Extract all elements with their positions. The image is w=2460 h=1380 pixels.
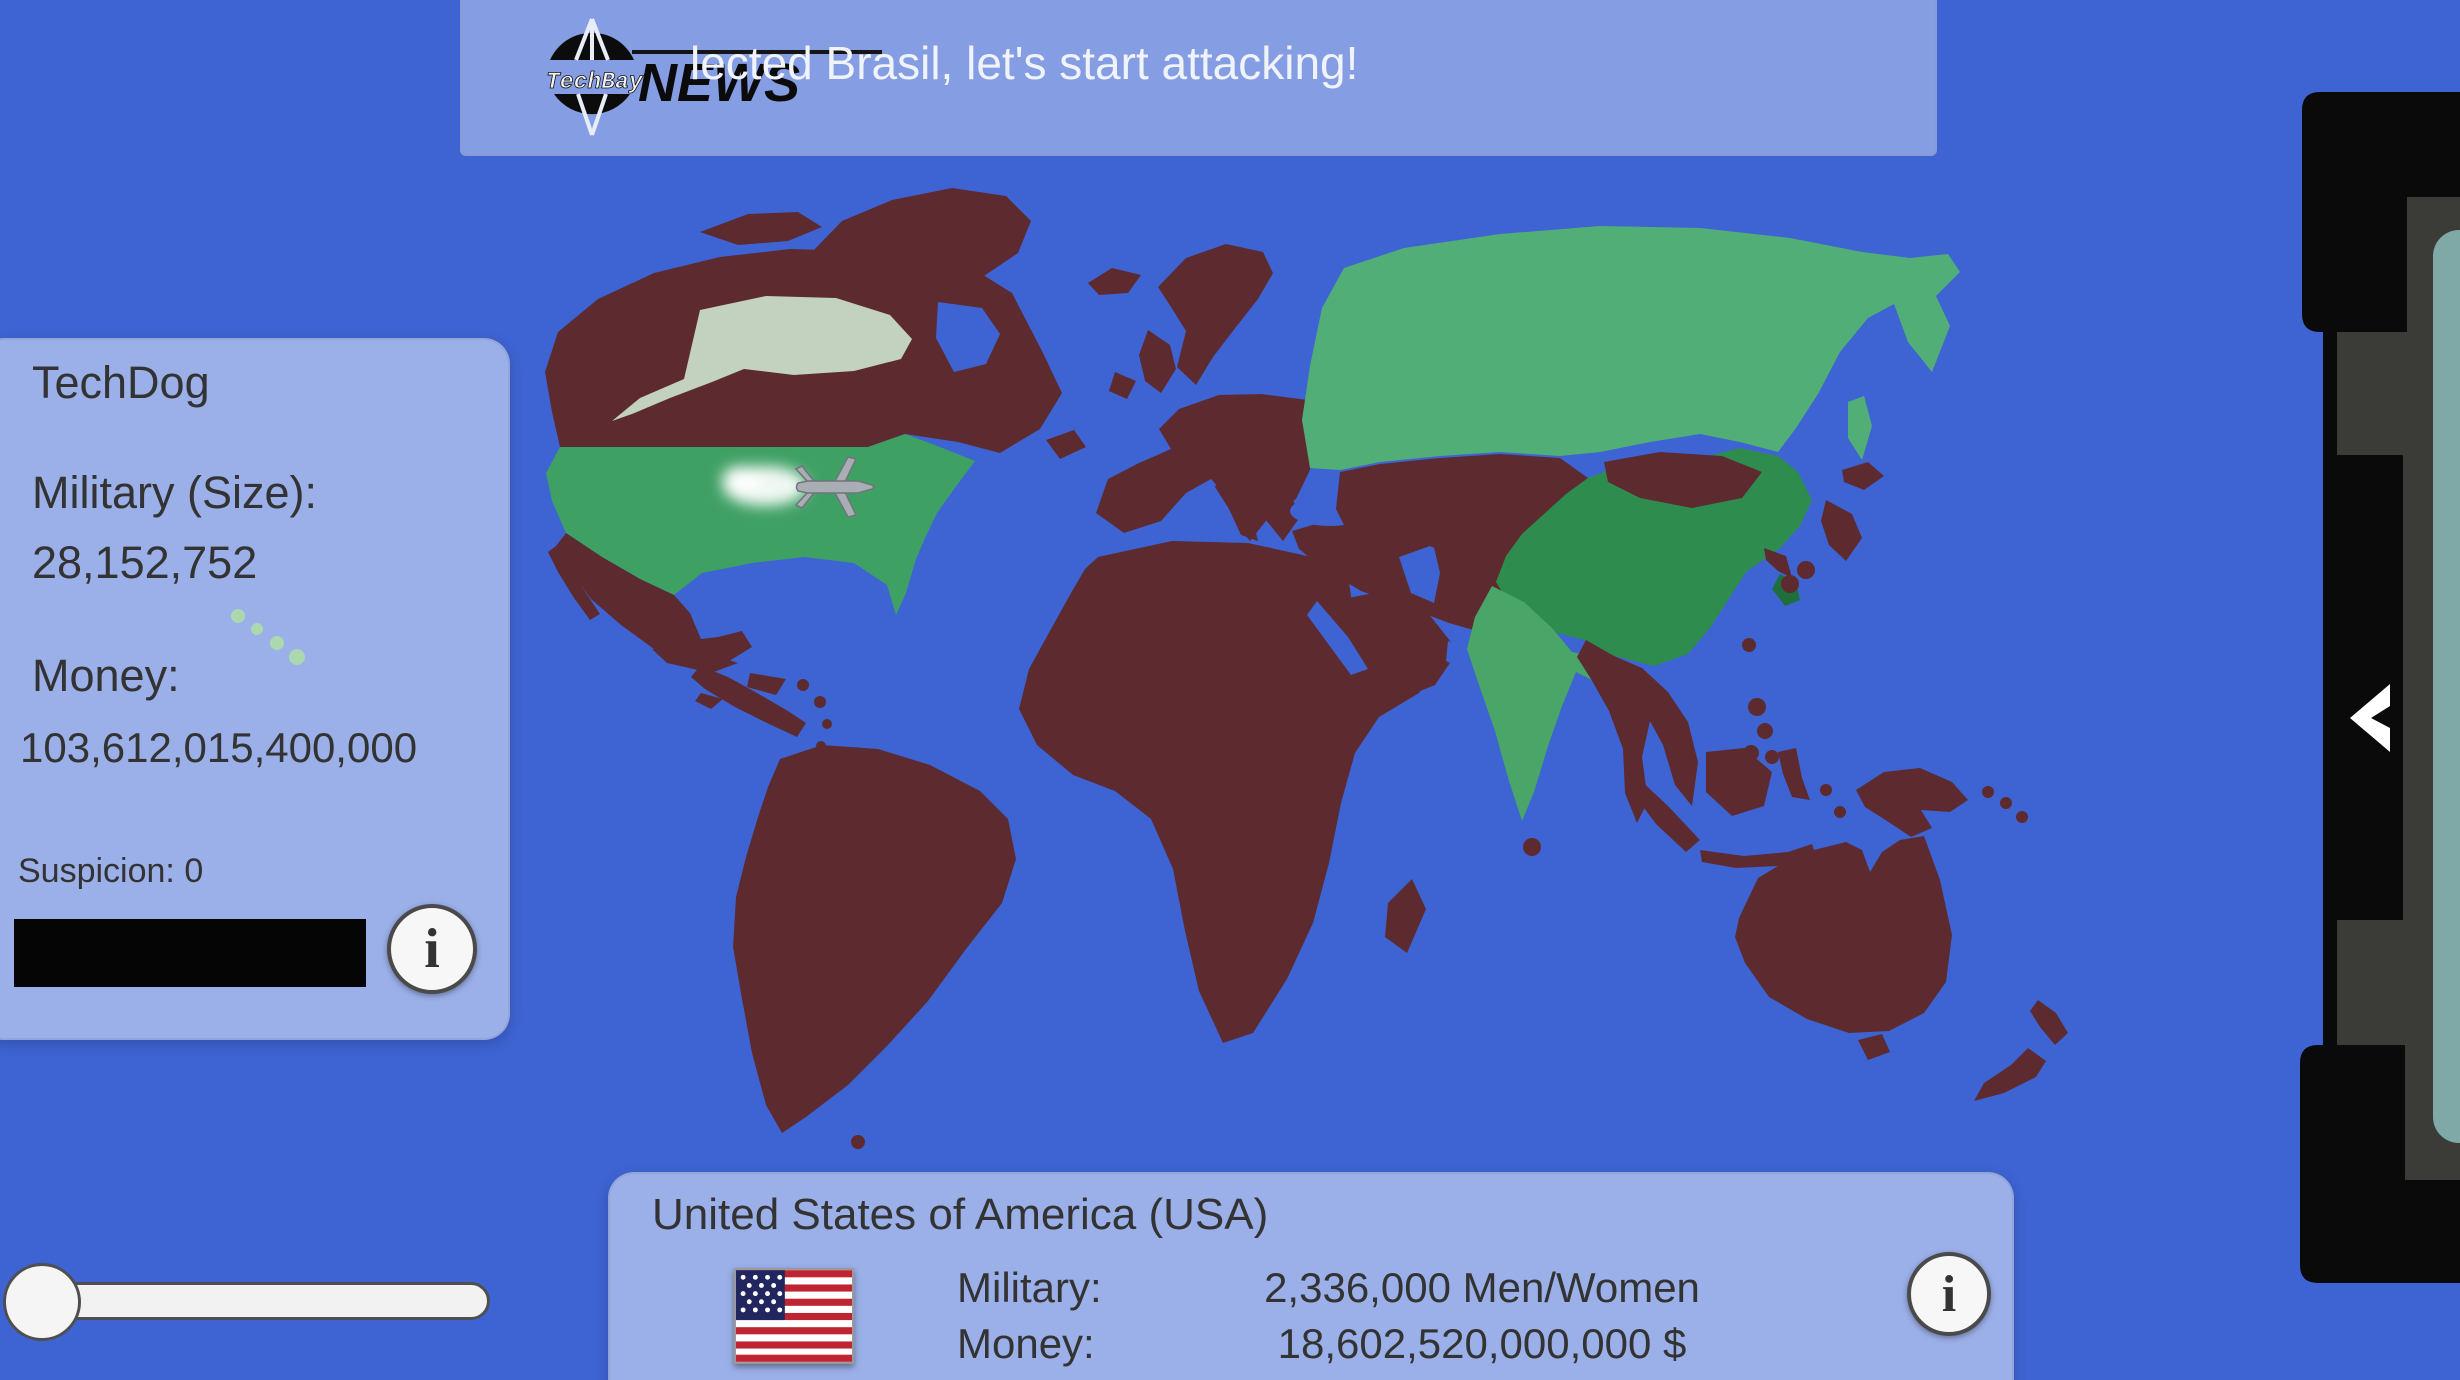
airplane-icon bbox=[794, 456, 876, 518]
country-money-label: Money: bbox=[957, 1320, 1095, 1367]
country-indonesia[interactable] bbox=[1632, 748, 1846, 868]
red-sea bbox=[1307, 601, 1368, 675]
news-banner: TechBay NEWS lected Brasil, let's start … bbox=[460, 0, 1937, 156]
island-sakhalin[interactable] bbox=[1848, 396, 1872, 460]
country-australia[interactable] bbox=[1735, 836, 1952, 1033]
cloud bbox=[722, 466, 807, 506]
region-africa[interactable] bbox=[1019, 541, 1440, 1043]
country-russia[interactable] bbox=[1302, 226, 1960, 470]
country-new-zealand[interactable] bbox=[1974, 1000, 2068, 1101]
country-italy[interactable] bbox=[1215, 471, 1258, 541]
player-money-label: Money: bbox=[32, 650, 180, 701]
island-newfoundland[interactable] bbox=[1046, 430, 1086, 459]
country-papua-new-guinea[interactable] bbox=[1856, 768, 2028, 837]
region-scandinavia[interactable] bbox=[1158, 244, 1273, 385]
news-headline: lected Brasil, let's start attacking! bbox=[690, 37, 1359, 89]
country-usa[interactable] bbox=[546, 434, 975, 615]
logo-brand-label: TechBay bbox=[546, 69, 644, 95]
island-sri-lanka[interactable] bbox=[1523, 838, 1541, 856]
suspicion-bar bbox=[14, 919, 366, 987]
country-panel: United States of America (USA) Military:… bbox=[608, 1172, 2014, 1380]
country-arabia[interactable] bbox=[1315, 593, 1458, 701]
region-southeast-asia[interactable] bbox=[1577, 640, 1698, 823]
country-madagascar[interactable] bbox=[1385, 879, 1426, 953]
player-money-value: 103,612,015,400,000 bbox=[20, 724, 418, 771]
logo-news-label: NEWS bbox=[638, 53, 800, 113]
country-uk[interactable] bbox=[1109, 330, 1176, 399]
suspicion-label: Suspicion: 0 bbox=[18, 852, 204, 890]
country-mexico[interactable] bbox=[548, 533, 752, 663]
country-money-value: 18,602,520,000,000 $ bbox=[1277, 1320, 1687, 1367]
country-info-button[interactable]: i bbox=[1907, 1252, 1991, 1336]
country-alaska[interactable] bbox=[612, 296, 912, 421]
island-tasmania[interactable] bbox=[1858, 1034, 1890, 1060]
slider-handle[interactable] bbox=[3, 1263, 81, 1341]
player-info-button[interactable]: i bbox=[387, 904, 477, 994]
country-title: United States of America (USA) bbox=[652, 1190, 1269, 1239]
baltic-sea bbox=[1214, 327, 1252, 385]
game-slider[interactable] bbox=[3, 1263, 490, 1341]
player-military-label: Military (Size): bbox=[32, 467, 318, 518]
phone-top-frame bbox=[2302, 92, 2460, 332]
country-india[interactable] bbox=[1467, 586, 1622, 821]
us-flag-icon bbox=[734, 1268, 854, 1364]
back-chevron-icon[interactable] bbox=[2350, 684, 2390, 752]
country-iceland[interactable] bbox=[1088, 268, 1141, 295]
phone-drawer bbox=[2300, 92, 2460, 1283]
news-logo-icon: TechBay NEWS bbox=[546, 18, 882, 136]
player-name: TechDog bbox=[32, 357, 210, 408]
hudson-bay bbox=[936, 302, 1000, 372]
country-brasil-south-america[interactable] bbox=[733, 745, 1016, 1133]
island-falkland[interactable] bbox=[851, 1135, 865, 1149]
country-japan[interactable] bbox=[1781, 462, 1884, 593]
player-panel: TechDog Military (Size): 28,152,752 Mone… bbox=[0, 338, 510, 1040]
country-china[interactable] bbox=[1496, 448, 1812, 666]
island-taiwan[interactable] bbox=[1742, 638, 1756, 652]
country-military-value: 2,336,000 Men/Women bbox=[1264, 1264, 1700, 1311]
phone-screen bbox=[2433, 230, 2460, 1143]
region-central-america[interactable] bbox=[691, 666, 806, 737]
country-military-label: Military: bbox=[957, 1264, 1102, 1311]
country-mongolia[interactable] bbox=[1604, 452, 1762, 508]
country-north-korea[interactable] bbox=[1764, 548, 1792, 578]
player-military-value: 28,152,752 bbox=[32, 537, 258, 588]
region-balkans[interactable] bbox=[1253, 479, 1300, 541]
phone-bottom-frame bbox=[2300, 1045, 2460, 1283]
phone-back-bar[interactable] bbox=[2323, 455, 2403, 920]
